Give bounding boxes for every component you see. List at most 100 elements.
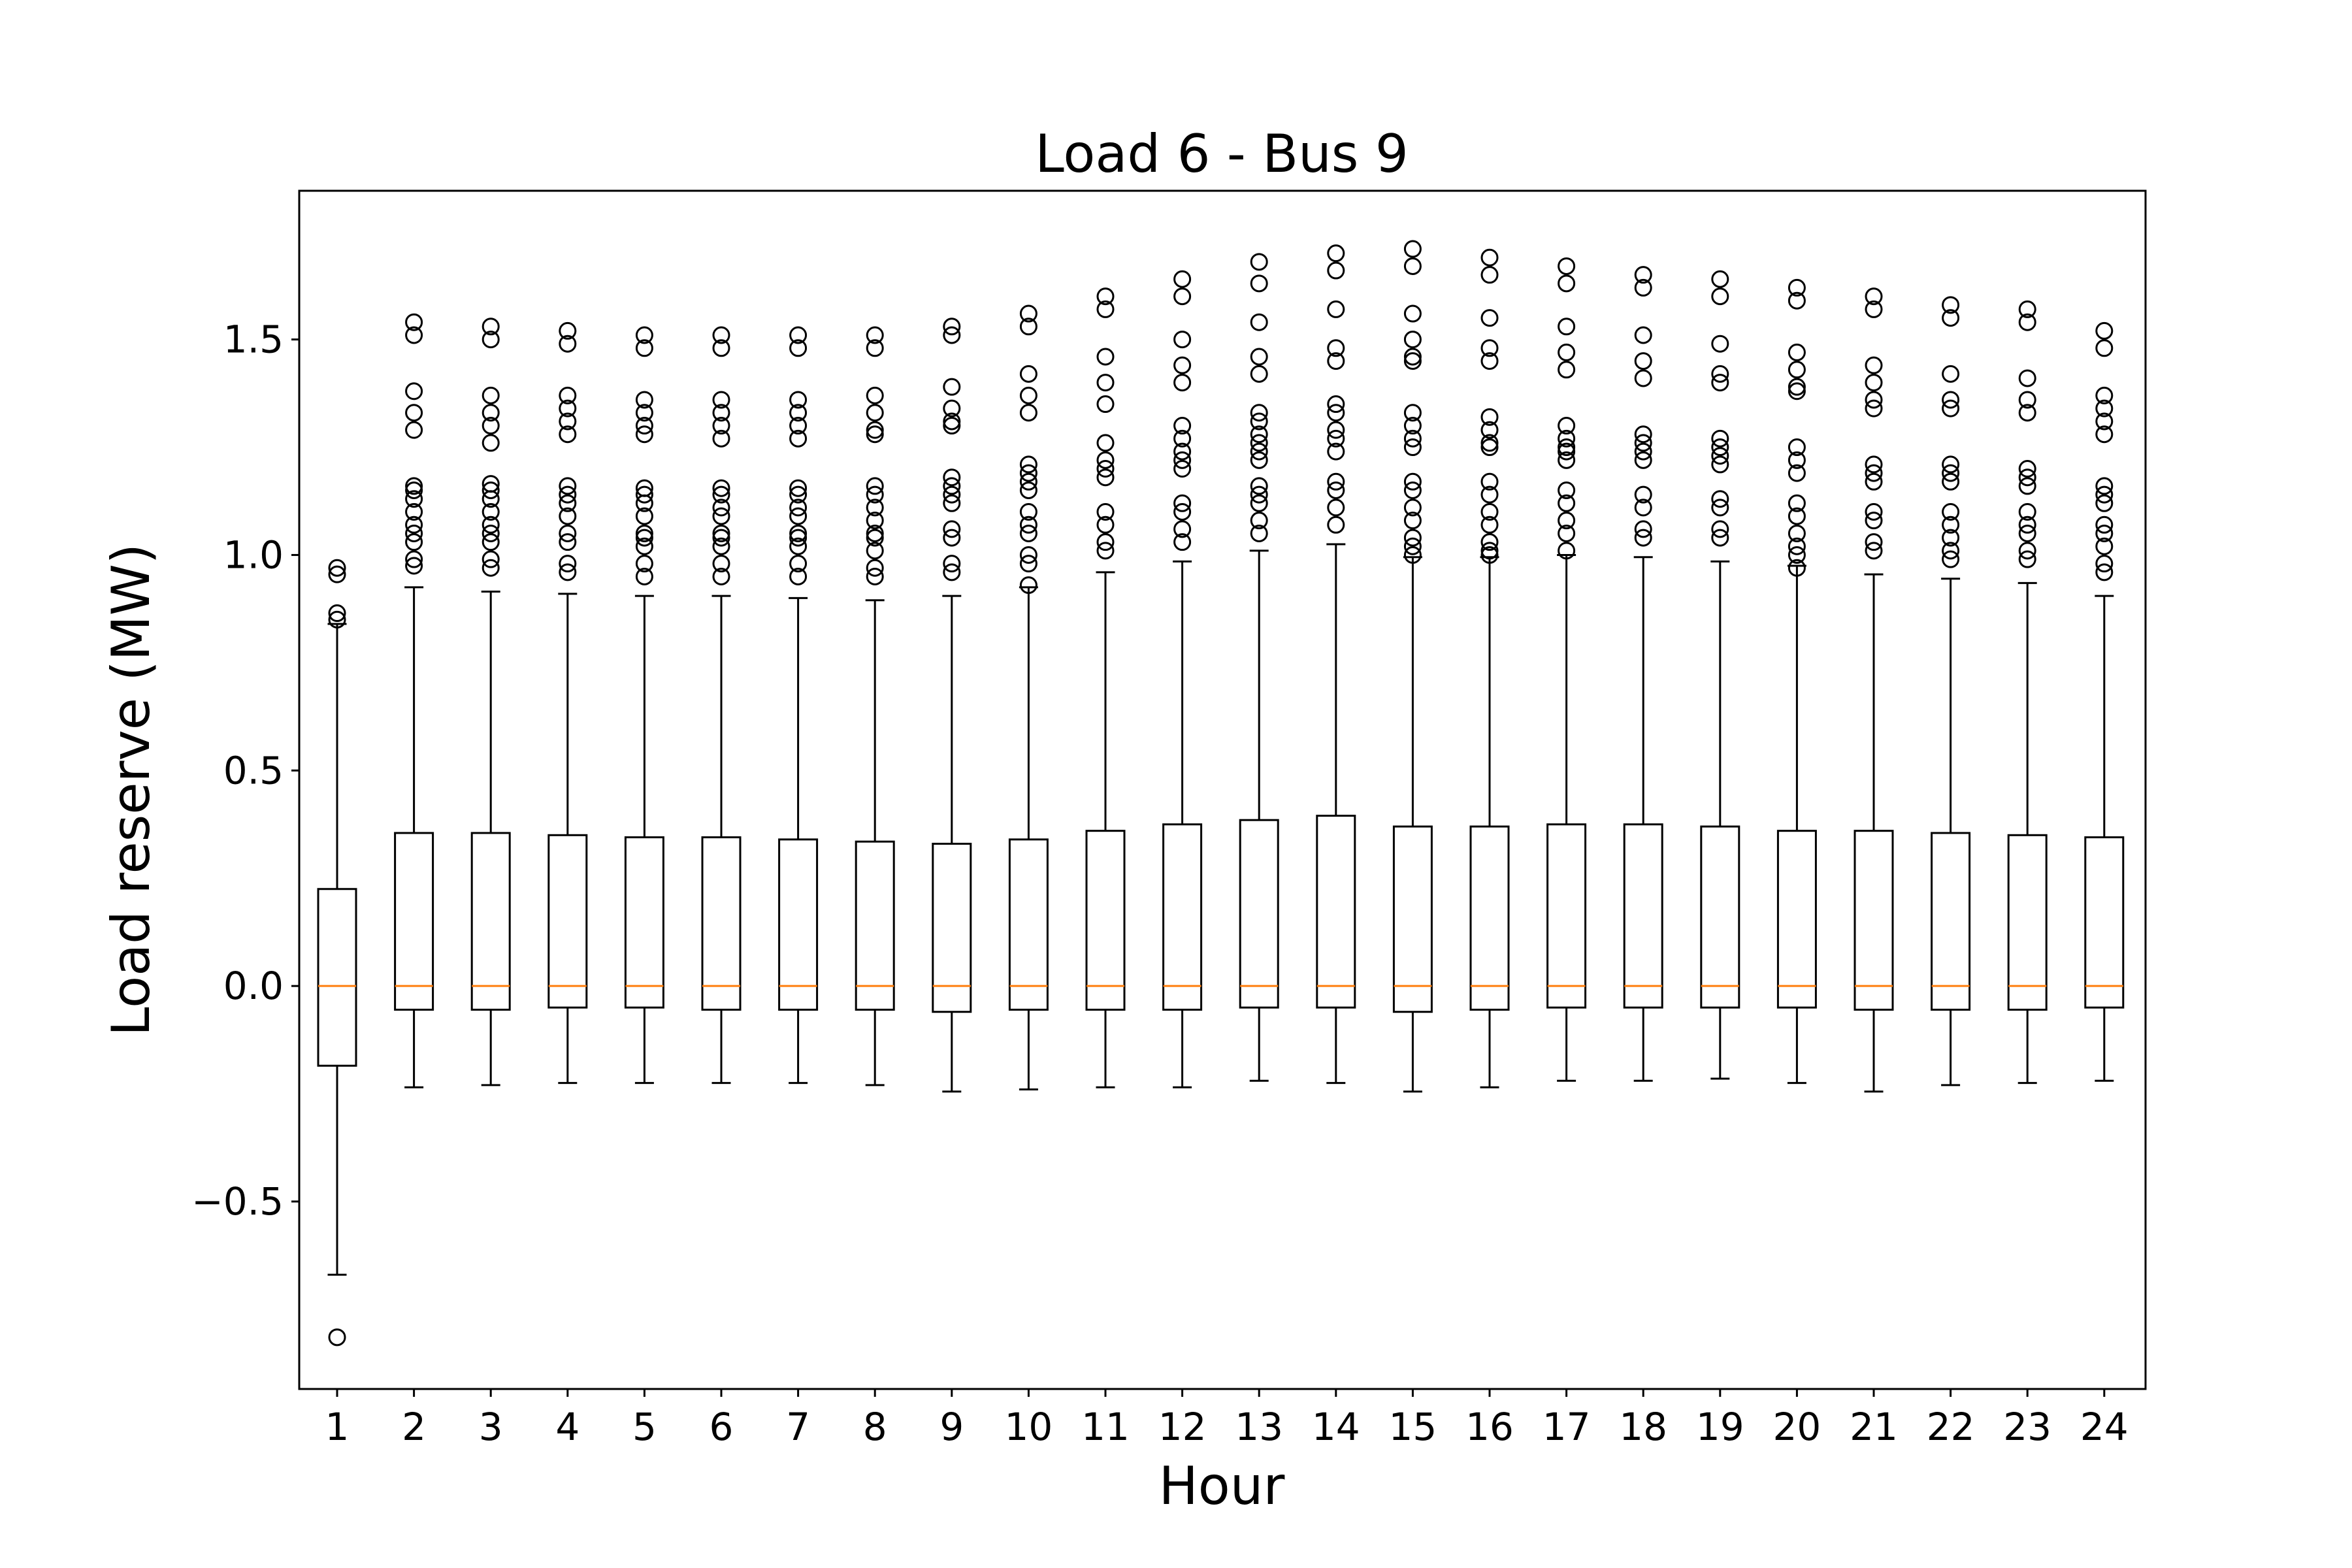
outlier-point — [1480, 546, 1499, 564]
outlier-point — [2018, 369, 2036, 387]
outlier-point — [482, 318, 500, 336]
outlier-point — [866, 542, 884, 560]
outlier-point — [1250, 274, 1268, 293]
outlier-point — [1403, 438, 1422, 457]
outlier-point — [866, 386, 884, 404]
outlier-point — [2095, 425, 2114, 444]
outlier-point — [2095, 477, 2114, 495]
outlier-point — [2018, 300, 2036, 318]
outlier-point — [1019, 524, 1037, 542]
outlier-point — [1480, 352, 1499, 370]
outlier-point — [1788, 546, 1806, 564]
outlier-point — [1173, 331, 1192, 349]
outlier-point — [1634, 498, 1652, 517]
outlier-point — [1711, 498, 1729, 517]
outlier-point — [635, 326, 653, 344]
outlier-point — [1019, 318, 1037, 336]
iqr-box — [2084, 836, 2125, 1009]
outlier-point — [1480, 533, 1499, 551]
outlier-point — [789, 479, 808, 497]
outlier-point — [1403, 482, 1422, 499]
outlier-point — [1327, 429, 1345, 448]
outlier-point — [1327, 300, 1345, 318]
outlier-point — [405, 382, 423, 400]
x-tick-label: 1 — [325, 1405, 350, 1449]
outlier-point — [1634, 278, 1652, 297]
y-tick-label: 1.5 — [223, 318, 284, 362]
outlier-point — [1096, 468, 1115, 487]
outlier-point — [943, 555, 961, 573]
outlier-point — [1788, 291, 1806, 310]
y-tick-label: 0.0 — [223, 964, 284, 1008]
outlier-point — [1250, 512, 1268, 530]
outlier-point — [1634, 451, 1652, 469]
box-hour-12 — [1162, 270, 1203, 1088]
outlier-point — [2018, 404, 2036, 422]
x-axis: 1 2 3 4 5 6 7 8 9 10 11 12 13 14 15 16 17 18 19 20 21 22 23 24 — [325, 1389, 2129, 1449]
outlier-point — [1403, 304, 1422, 323]
outlier-point — [559, 485, 577, 504]
outlier-point — [1173, 374, 1192, 392]
iqr-box — [1085, 830, 1126, 1011]
outlier-point — [1327, 442, 1345, 461]
outlier-point — [943, 399, 961, 417]
iqr-box — [1469, 825, 1510, 1011]
x-tick-label: 4 — [555, 1405, 580, 1449]
outlier-point — [712, 479, 730, 497]
outlier-point — [482, 434, 500, 452]
outlier-point — [635, 529, 653, 547]
outlier-point — [1865, 287, 1883, 306]
outlier-point — [1788, 537, 1806, 555]
outlier-point — [1865, 399, 1883, 417]
x-tick-label: 9 — [939, 1405, 964, 1449]
outlier-point — [635, 524, 653, 542]
x-tick-label: 3 — [479, 1405, 503, 1449]
outlier-point — [1173, 442, 1192, 461]
outlier-point — [1711, 429, 1729, 448]
iqr-box — [1008, 838, 1049, 1011]
outlier-point — [1327, 339, 1345, 357]
outlier-point — [1019, 365, 1037, 383]
outlier-point — [1250, 404, 1268, 422]
outlier-point — [482, 559, 500, 577]
outlier-point — [1403, 331, 1422, 349]
outlier-point — [1634, 369, 1652, 387]
outlier-point — [1250, 494, 1268, 512]
box-hour-16 — [1469, 248, 1510, 1088]
outlier-point — [2018, 391, 2036, 409]
outlier-point — [1480, 438, 1499, 457]
outlier-point — [789, 555, 808, 573]
outlier-point — [943, 378, 961, 396]
outlier-point — [559, 399, 577, 417]
outlier-point — [482, 515, 500, 534]
x-tick-label: 17 — [1543, 1405, 1591, 1449]
outlier-point — [482, 524, 500, 542]
iqr-box — [932, 842, 972, 1013]
outlier-point — [943, 318, 961, 336]
outlier-point — [1403, 348, 1422, 366]
outlier-point — [1250, 434, 1268, 452]
outlier-point — [1019, 472, 1037, 491]
box-hour-24 — [2084, 321, 2125, 1082]
outlier-point — [1403, 240, 1422, 258]
outlier-point — [1942, 365, 1960, 383]
outlier-point — [2018, 313, 2036, 331]
outlier-point — [1096, 395, 1115, 414]
y-axis-label: Load reserve (MW) — [101, 544, 161, 1036]
outlier-point — [866, 421, 884, 439]
x-tick-label: 20 — [1772, 1405, 1821, 1449]
outlier-point — [1480, 434, 1499, 452]
outlier-point — [1403, 498, 1422, 517]
outlier-point — [1403, 257, 1422, 275]
outlier-point — [1019, 455, 1037, 474]
outlier-point — [1788, 559, 1806, 577]
iqr-box — [1392, 825, 1433, 1013]
outlier-point — [2018, 524, 2036, 542]
outlier-point — [866, 498, 884, 517]
outlier-point — [1173, 417, 1192, 435]
outlier-point — [1096, 533, 1115, 551]
outlier-point — [1788, 361, 1806, 379]
outlier-point — [1711, 455, 1729, 474]
outlier-point — [866, 404, 884, 422]
